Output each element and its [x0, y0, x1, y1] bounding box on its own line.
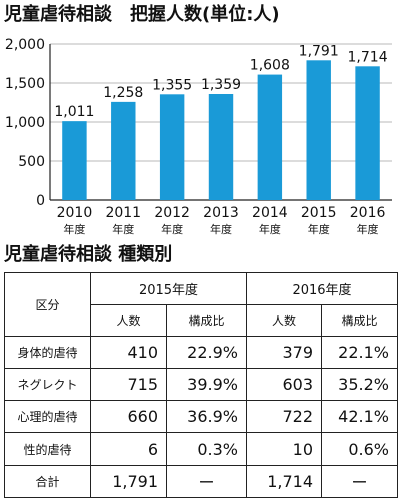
table-cell: 22.9% [166, 335, 247, 369]
table-cell: 39.9% [166, 367, 247, 402]
table-row: 心理的虐待 660 36.9% 722 42.1% [4, 400, 398, 434]
subheader-ratio: 構成比 [321, 304, 398, 337]
table-cell: 0.6% [321, 432, 398, 466]
y-tick-label: 1,500 [5, 76, 45, 92]
x-tick-label: 2015 [301, 205, 337, 221]
data-label: 1,011 [54, 104, 94, 120]
table-cell: 715 [90, 367, 167, 402]
x-tick-suffix: 年度 [63, 222, 85, 236]
subheader-count: 人数 [246, 304, 322, 337]
data-label: 1,791 [299, 43, 339, 59]
data-label: 1,608 [250, 58, 290, 74]
table-row-total: 合計 1,791 ー 1,714 ー [4, 464, 398, 499]
x-tick-suffix: 年度 [357, 222, 379, 236]
table-row: 性的虐待 6 0.3% 10 0.6% [4, 432, 398, 466]
table-corner-header: 区分 [4, 272, 91, 337]
x-tick-suffix: 年度 [259, 222, 281, 236]
abuse-type-table: 区分 2015年度 2016年度 人数 構成比 人数 構成比 身体的虐待 410… [4, 271, 398, 499]
table-cell: 1,791 [90, 464, 167, 499]
x-tick-label: 2014 [252, 205, 288, 221]
table-cell: ー [321, 464, 398, 499]
data-label: 1,359 [201, 77, 241, 93]
table-cell: 22.1% [321, 335, 398, 369]
table-title: 児童虐待相談 種類別 [4, 244, 173, 265]
x-tick-label: 2010 [57, 205, 93, 221]
table-cell: 1,714 [246, 464, 322, 499]
data-label: 1,714 [348, 49, 388, 65]
y-tick-label: 2,000 [5, 37, 45, 53]
x-tick-label: 2012 [154, 205, 190, 221]
bar [355, 66, 380, 200]
subheader-ratio: 構成比 [166, 304, 247, 337]
table-cell: 379 [246, 335, 322, 369]
year-header-2015: 2015年度 [90, 271, 247, 306]
row-label: 性的虐待 [4, 432, 91, 466]
table-cell: 660 [90, 400, 167, 434]
bar-chart: 05001,0001,5002,0001,0112010年度1,2582011年… [5, 37, 392, 236]
table-cell: 603 [246, 367, 322, 402]
table-row: ネグレクト 715 39.9% 603 35.2% [4, 367, 398, 402]
year-header-2016: 2016年度 [246, 271, 398, 306]
bar [111, 101, 136, 200]
x-tick-label: 2016 [350, 205, 386, 221]
bar [159, 94, 185, 200]
chart-title: 児童虐待相談 把握人数(単位:人) [4, 4, 280, 25]
x-tick-label: 2013 [203, 205, 239, 221]
table-cell: 42.1% [321, 400, 398, 434]
bar [306, 60, 331, 200]
table-row: 身体的虐待 410 22.9% 379 22.1% [4, 335, 398, 369]
table-cell: 10 [246, 432, 322, 466]
x-tick-suffix: 年度 [112, 222, 134, 236]
bar [257, 74, 283, 200]
bar [62, 121, 87, 200]
x-tick-suffix: 年度 [210, 222, 232, 236]
data-label: 1,355 [152, 77, 192, 93]
table-cell: ー [166, 464, 247, 499]
row-label: 合計 [4, 464, 91, 499]
y-tick-label: 500 [18, 154, 45, 170]
row-label: 身体的虐待 [4, 335, 91, 369]
data-label: 1,258 [103, 85, 143, 101]
subheader-count: 人数 [90, 304, 167, 337]
row-label: ネグレクト [4, 367, 91, 402]
table-cell: 35.2% [321, 367, 398, 402]
x-tick-label: 2011 [105, 205, 141, 221]
y-tick-label: 0 [36, 193, 45, 209]
x-tick-suffix: 年度 [161, 222, 183, 236]
row-label: 心理的虐待 [4, 400, 91, 434]
y-tick-label: 1,000 [5, 115, 45, 131]
x-tick-suffix: 年度 [308, 222, 330, 236]
bar [208, 93, 234, 200]
table-cell: 6 [90, 432, 167, 466]
table-cell: 36.9% [166, 400, 247, 434]
table-cell: 410 [90, 335, 167, 369]
table-cell: 0.3% [166, 432, 247, 466]
table-cell: 722 [246, 400, 322, 434]
